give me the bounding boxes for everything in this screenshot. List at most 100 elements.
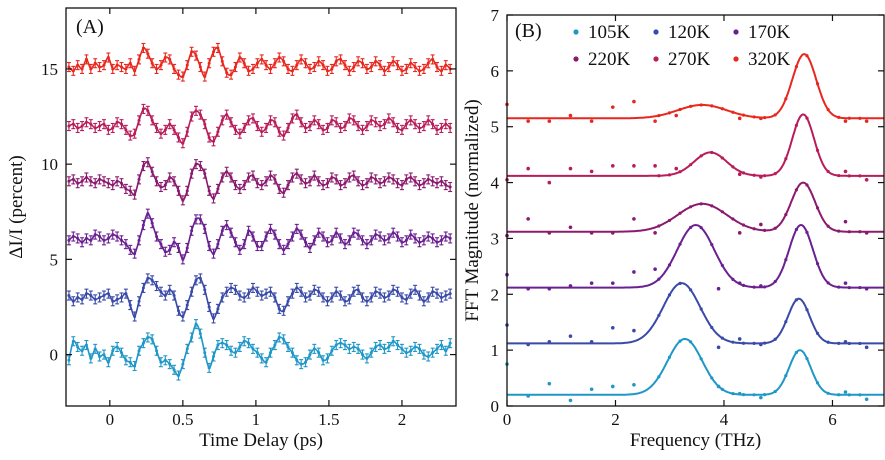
- data-point: [255, 351, 259, 355]
- data-point: [610, 105, 615, 109]
- data-point: [124, 187, 128, 191]
- data-point: [111, 183, 115, 187]
- data-point: [448, 236, 452, 240]
- data-point: [589, 169, 594, 174]
- data-point: [89, 294, 93, 298]
- data-point: [124, 242, 128, 246]
- data-point: [317, 179, 321, 183]
- data-point: [731, 277, 735, 281]
- data-point: [391, 231, 395, 235]
- data-point: [273, 177, 277, 181]
- data-point: [422, 67, 426, 71]
- data-point: [589, 281, 594, 285]
- data-point: [238, 248, 242, 252]
- data-point: [352, 118, 356, 122]
- data-point: [128, 134, 132, 138]
- data-point: [111, 299, 115, 303]
- panel-label: (B): [515, 20, 542, 42]
- data-point: [699, 103, 703, 107]
- data-point: [784, 320, 788, 324]
- data-point: [387, 236, 391, 240]
- data-point: [334, 290, 338, 294]
- data-point: [67, 179, 71, 183]
- data-point: [699, 202, 703, 206]
- data-point: [282, 59, 286, 63]
- data-point: [763, 341, 767, 345]
- data-point: [710, 376, 714, 380]
- data-point: [203, 351, 207, 355]
- data-point: [150, 61, 154, 65]
- data-point: [422, 238, 426, 242]
- data-point: [784, 212, 788, 217]
- data-point: [84, 175, 88, 179]
- data-point: [89, 238, 93, 242]
- legend-marker: [573, 56, 579, 62]
- data-point: [632, 382, 636, 387]
- data-point: [176, 73, 180, 77]
- data-point: [255, 244, 259, 248]
- data-point: [374, 59, 378, 63]
- data-point: [784, 374, 788, 378]
- y-axis-label: ΔI/I (percent): [6, 155, 27, 258]
- x-axis-label: Time Delay (ps): [199, 430, 323, 451]
- data-point: [216, 307, 220, 311]
- data-point: [67, 294, 71, 298]
- data-point: [568, 113, 573, 118]
- data-point: [67, 358, 71, 362]
- data-point: [547, 231, 552, 235]
- data-point: [106, 236, 110, 240]
- series-line: [68, 212, 451, 261]
- data-point: [667, 173, 672, 177]
- data-point: [120, 295, 124, 299]
- data-point: [404, 177, 408, 181]
- plot-frame: [506, 14, 885, 407]
- data-point: [653, 231, 657, 235]
- data-point: [185, 189, 189, 193]
- data-point: [352, 231, 356, 235]
- data-point: [678, 170, 682, 174]
- data-point: [343, 63, 347, 67]
- data-point: [216, 242, 220, 246]
- data-point: [444, 63, 448, 67]
- data-point: [843, 339, 848, 344]
- data-point: [233, 288, 237, 292]
- data-point: [568, 398, 573, 403]
- data-point: [589, 119, 594, 123]
- data-point: [168, 57, 172, 61]
- data-point: [133, 193, 137, 197]
- data-point: [146, 160, 150, 164]
- data-point: [426, 354, 430, 358]
- data-point: [295, 63, 299, 67]
- data-point: [194, 217, 198, 221]
- data-point: [190, 115, 194, 119]
- data-point: [282, 191, 286, 195]
- data-point: [409, 349, 413, 353]
- data-point: [837, 173, 841, 178]
- data-point: [146, 276, 150, 280]
- data-point: [238, 56, 242, 60]
- data-point: [299, 290, 303, 294]
- data-point: [374, 290, 378, 294]
- data-point: [225, 113, 229, 117]
- data-point: [128, 248, 132, 252]
- data-point: [667, 293, 672, 297]
- data-point: [374, 345, 378, 349]
- data-point: [321, 183, 325, 187]
- data-point: [212, 139, 216, 143]
- data-point: [444, 183, 448, 187]
- data-point: [115, 63, 119, 67]
- data-point: [115, 179, 119, 183]
- data-point: [400, 183, 404, 187]
- data-point: [120, 181, 124, 185]
- data-point: [286, 126, 290, 130]
- data-point: [396, 235, 400, 239]
- data-point: [93, 126, 97, 130]
- data-point: [843, 219, 848, 224]
- data-point: [826, 340, 830, 344]
- data-point: [150, 337, 154, 341]
- data-point: [334, 231, 338, 235]
- data-point: [737, 391, 742, 396]
- data-point: [568, 284, 573, 288]
- data-point: [321, 358, 325, 362]
- data-point: [847, 116, 851, 120]
